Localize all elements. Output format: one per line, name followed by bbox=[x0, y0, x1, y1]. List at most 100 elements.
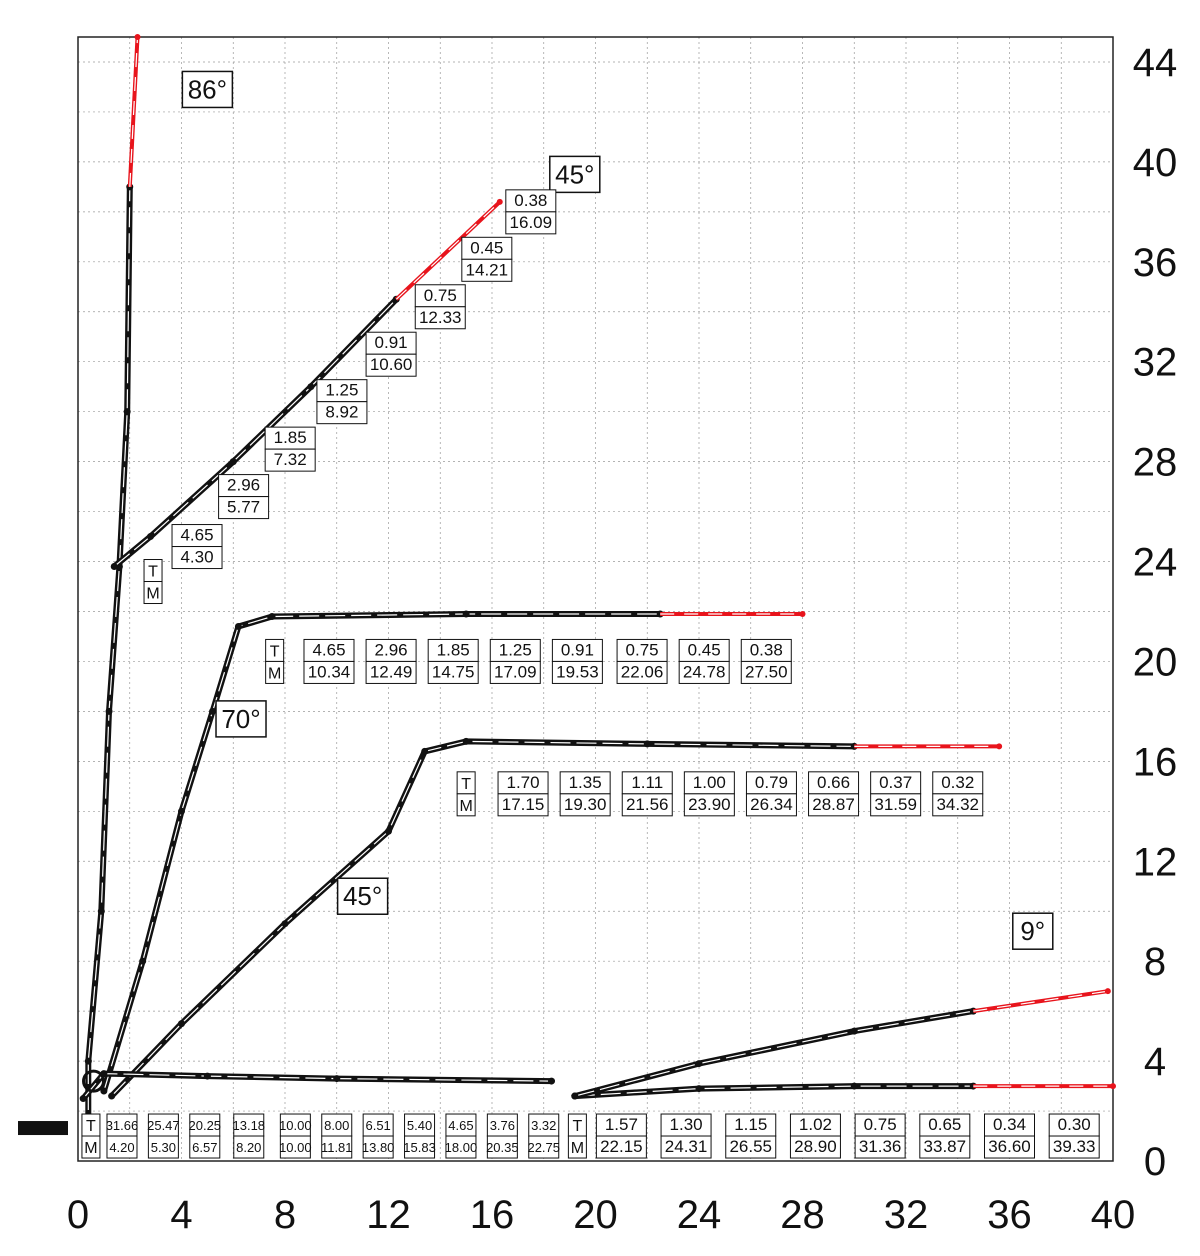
load-value-m: 31.59 bbox=[874, 795, 917, 814]
tm-header-tm45mid: TM bbox=[456, 771, 476, 817]
load-value-t: 0.75 bbox=[864, 1115, 897, 1134]
load-value-m: 10.60 bbox=[370, 355, 413, 374]
crane-slewing-joint bbox=[82, 1069, 106, 1093]
tm-header-m: M bbox=[268, 665, 281, 682]
load-cell-m-box bbox=[559, 793, 611, 817]
load-value-m: 15.83 bbox=[403, 1140, 436, 1155]
boom-joint bbox=[105, 707, 113, 715]
load-value-t: 4.65 bbox=[448, 1118, 473, 1133]
load-value-t: 4.65 bbox=[180, 526, 213, 545]
boom-extension-detail bbox=[129, 36, 139, 187]
boom-joint bbox=[307, 383, 315, 391]
load-value-t: 1.25 bbox=[499, 640, 532, 659]
load-value-m: 10.00 bbox=[279, 1140, 312, 1155]
load-cell: 2.96 12.49 bbox=[365, 638, 417, 684]
load-value-t: 5.40 bbox=[407, 1118, 432, 1133]
boom-joint bbox=[229, 458, 237, 466]
load-cell: 1.11 21.56 bbox=[621, 771, 673, 817]
load-cell-m-box bbox=[321, 1135, 353, 1159]
boom-joint bbox=[421, 747, 429, 755]
load-value-t: 1.57 bbox=[605, 1115, 638, 1134]
load-cell-m-box bbox=[870, 793, 922, 817]
load-value-m: 13.80 bbox=[362, 1140, 395, 1155]
load-table-boom0: 31.66 4.20 25.47 5.30 20.25 6.57 13.18 8.20 10.0… bbox=[106, 1113, 560, 1159]
load-value-t: 0.30 bbox=[1058, 1115, 1091, 1134]
x-tick-label: 16 bbox=[470, 1193, 515, 1237]
boom-joint bbox=[643, 740, 651, 748]
load-cell: 13.18 8.20 bbox=[233, 1113, 265, 1159]
load-value-m: 23.90 bbox=[688, 795, 731, 814]
load-cell: 1.25 8.92 bbox=[316, 379, 368, 425]
boom-joint bbox=[281, 920, 289, 928]
boom-tip bbox=[1110, 1083, 1116, 1090]
load-cell: 0.66 28.87 bbox=[808, 771, 860, 817]
y-tick-label: 20 bbox=[1133, 640, 1178, 684]
tm-header-m: M bbox=[459, 798, 472, 815]
tm-header-tm9: TM bbox=[567, 1113, 587, 1159]
load-cell-m-box bbox=[683, 793, 735, 817]
load-cell-m-box bbox=[279, 1135, 311, 1159]
boom-section bbox=[108, 738, 858, 1100]
load-cell-m-box bbox=[1048, 1135, 1100, 1159]
tm-header-tm45top: TM bbox=[143, 559, 163, 605]
tm-header-tm0: TM bbox=[81, 1113, 101, 1159]
boom-tip bbox=[134, 34, 141, 40]
angle-label-box bbox=[181, 70, 234, 109]
boom-tip bbox=[799, 610, 806, 617]
load-value-m: 24.31 bbox=[665, 1137, 708, 1156]
load-value-t: 0.91 bbox=[561, 640, 594, 659]
load-cell-m-box bbox=[789, 1135, 841, 1159]
load-value-t: 1.85 bbox=[437, 640, 470, 659]
load-cell-m-box bbox=[497, 793, 549, 817]
boom-joint bbox=[850, 1082, 858, 1090]
load-cell-m-box bbox=[740, 660, 792, 684]
load-value-t: 0.32 bbox=[941, 773, 974, 792]
load-value-t: 1.15 bbox=[734, 1115, 767, 1134]
load-cell: 1.02 28.90 bbox=[789, 1113, 841, 1159]
boom-section bbox=[111, 296, 400, 570]
boom-joint bbox=[695, 1060, 703, 1068]
load-cell: 10.00 10.00 bbox=[279, 1113, 312, 1159]
tm-header-t: T bbox=[86, 1118, 96, 1135]
load-value-t: 0.34 bbox=[993, 1115, 1026, 1134]
load-cell: 31.66 4.20 bbox=[106, 1113, 138, 1159]
load-value-m: 14.75 bbox=[432, 662, 475, 681]
angle-label-box bbox=[215, 700, 267, 738]
x-tick-label: 36 bbox=[987, 1193, 1032, 1237]
load-cell: 4.65 4.30 bbox=[171, 524, 223, 570]
load-cell-m-box bbox=[919, 1135, 971, 1159]
y-tick-label: 24 bbox=[1133, 541, 1178, 585]
load-cell-m-box bbox=[189, 1135, 221, 1159]
y-tick-label: 4 bbox=[1144, 1040, 1166, 1084]
load-value-m: 31.36 bbox=[859, 1137, 902, 1156]
load-cell-m-box bbox=[147, 1135, 179, 1159]
load-value-m: 6.57 bbox=[192, 1140, 217, 1155]
load-value-t: 0.37 bbox=[879, 773, 912, 792]
load-value-t: 0.66 bbox=[817, 773, 850, 792]
load-value-t: 1.70 bbox=[507, 773, 540, 792]
tm-header-t: T bbox=[572, 1118, 582, 1135]
boom-section-detail bbox=[103, 613, 661, 1092]
load-value-m: 16.09 bbox=[510, 213, 553, 232]
load-value-t: 8.00 bbox=[324, 1118, 349, 1133]
load-value-m: 24.78 bbox=[683, 662, 726, 681]
load-cell: 0.37 31.59 bbox=[870, 771, 922, 817]
boom-joint bbox=[209, 707, 217, 715]
load-value-m: 5.77 bbox=[227, 498, 260, 517]
y-tick-label: 16 bbox=[1133, 740, 1178, 784]
load-cell: 0.91 10.60 bbox=[365, 331, 417, 377]
load-cell: 1.00 23.90 bbox=[683, 771, 735, 817]
load-cell-m-box bbox=[427, 660, 479, 684]
load-value-m: 21.56 bbox=[626, 795, 669, 814]
boom-joint bbox=[139, 957, 147, 965]
tm-header-t: T bbox=[461, 776, 471, 793]
boom-section-detail bbox=[574, 1085, 974, 1097]
load-cell-m-box bbox=[932, 793, 984, 817]
load-value-t: 1.85 bbox=[274, 428, 307, 447]
load-cell-m-box bbox=[303, 660, 355, 684]
load-value-t: 2.96 bbox=[227, 476, 260, 495]
angle-label-box bbox=[1012, 912, 1054, 950]
load-cell-m-box bbox=[106, 1135, 138, 1159]
load-cell: 0.34 36.60 bbox=[984, 1113, 1035, 1159]
load-cell: 0.45 24.78 bbox=[678, 638, 730, 684]
